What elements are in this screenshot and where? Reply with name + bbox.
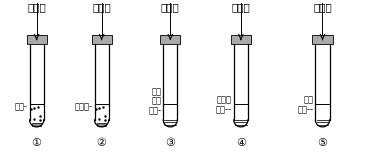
Text: ③: ③ bbox=[165, 138, 175, 148]
Text: ⑤: ⑤ bbox=[318, 138, 328, 148]
Text: ①: ① bbox=[32, 138, 42, 148]
Text: 氢氧
化钠
溶液-: 氢氧 化钠 溶液- bbox=[148, 87, 162, 115]
Text: 氧化铁-: 氧化铁- bbox=[75, 102, 93, 111]
Bar bbox=[27, 35, 47, 44]
Text: 稀盐酸: 稀盐酸 bbox=[92, 2, 111, 12]
Text: 石蕊
溶液--: 石蕊 溶液-- bbox=[298, 95, 313, 114]
Bar bbox=[33, 123, 41, 126]
Bar bbox=[312, 35, 332, 44]
Text: ②: ② bbox=[96, 138, 107, 148]
Text: ④: ④ bbox=[236, 138, 246, 148]
Text: 硝酸银
溶液--: 硝酸银 溶液-- bbox=[216, 95, 232, 114]
Text: 稀盐酸: 稀盐酸 bbox=[161, 2, 180, 12]
Text: 稀盐酸: 稀盐酸 bbox=[313, 2, 332, 12]
Text: 锌粒-: 锌粒- bbox=[15, 102, 28, 111]
Bar bbox=[160, 35, 180, 44]
Bar bbox=[92, 35, 112, 44]
Bar bbox=[231, 35, 251, 44]
Text: 稀盐酸: 稀盐酸 bbox=[232, 2, 250, 12]
Text: 稀盐酸: 稀盐酸 bbox=[27, 2, 46, 12]
Bar bbox=[97, 123, 106, 126]
